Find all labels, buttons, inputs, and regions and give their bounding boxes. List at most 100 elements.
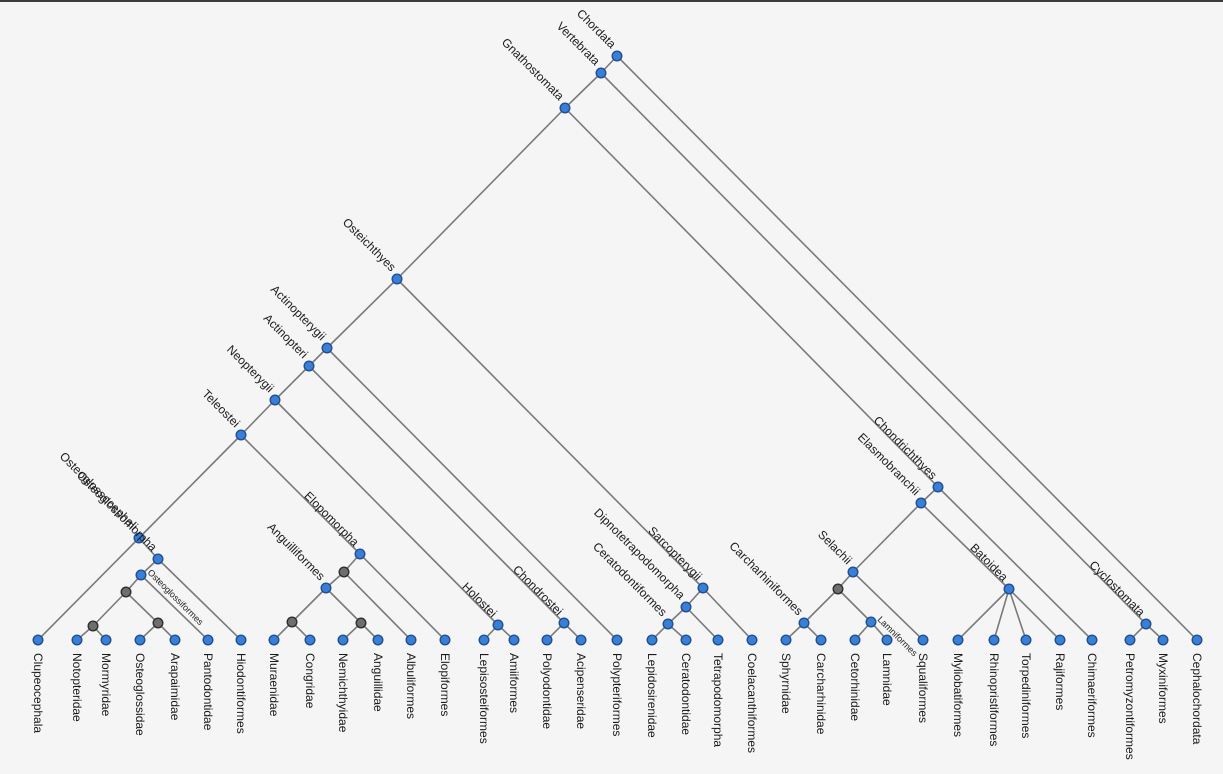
node-petromyzontiformes[interactable] (1124, 634, 1136, 646)
clade-label-osteoglossomorpha: Osteoglossomorpha (74, 468, 160, 554)
edge-anguilliformes-muraenidae_group (291, 587, 327, 623)
node-gnathostomata[interactable] (559, 102, 571, 114)
node-chordata[interactable] (611, 50, 623, 62)
node-elopomorpha_inner[interactable] (338, 566, 350, 578)
node-chondrostei[interactable] (558, 617, 570, 629)
node-mormyridae[interactable] (100, 634, 112, 646)
node-actinopterygii[interactable] (321, 342, 333, 354)
edge-vertebrata-gnathostomata (564, 72, 602, 109)
node-carcharhinidae[interactable] (815, 634, 827, 646)
node-chimaeriformes[interactable] (1086, 634, 1098, 646)
tree-edges (37, 55, 1198, 641)
node-polyodontidae[interactable] (541, 634, 553, 646)
node-ceratodontiformes[interactable] (662, 618, 674, 630)
node-mormyridae_group[interactable] (87, 620, 99, 632)
node-dipnotetrapodomorpha[interactable] (680, 601, 692, 613)
edge-gnathostomata-chondrichthyes (564, 107, 939, 488)
node-anguillidae[interactable] (372, 634, 384, 646)
leaf-label-hiodontiformes: Hiodontiformes (234, 653, 248, 734)
node-elopomorpha[interactable] (354, 548, 366, 560)
edge-batoidea-rajiformes (1008, 588, 1061, 641)
node-osteoglossocephali[interactable] (133, 532, 145, 544)
node-notopteridae[interactable] (71, 634, 83, 646)
edge-actinopteri-chondrostei (308, 365, 565, 624)
node-myliobatiformes[interactable] (952, 634, 964, 646)
edge-chordata-cephalochordata (616, 55, 1198, 641)
node-muraenidae_group[interactable] (286, 616, 298, 628)
clade-label-selachii: Selachii (815, 528, 855, 568)
node-myxiniformes[interactable] (1157, 634, 1169, 646)
leaf-label-pantodontidae: Pantodontidae (201, 653, 215, 731)
edge-osteoglossiformes_inner-osteoglossidae_group (125, 591, 159, 624)
clade-label-batoidea: Batoidea (967, 541, 1011, 585)
node-rajiformes[interactable] (1054, 634, 1066, 646)
node-cyclostomata[interactable] (1140, 618, 1152, 630)
leaf-label-congridae: Congridae (303, 653, 317, 709)
clade-label-lamniformes: Lamniformes (876, 614, 920, 658)
leaf-label-sphyrnidae: Sphyrnidae (779, 653, 793, 714)
node-acipenseridae[interactable] (575, 634, 587, 646)
node-pantodontidae[interactable] (202, 634, 214, 646)
node-tetrapodomorpha[interactable] (712, 634, 724, 646)
node-hiodontiformes[interactable] (235, 634, 247, 646)
node-sphyrnidae[interactable] (780, 634, 792, 646)
node-neopterygii[interactable] (269, 394, 281, 406)
edge-elasmobranchii-selachii (852, 502, 922, 573)
leaf-label-cephalochordata: Cephalochordata (1190, 653, 1204, 745)
node-carcharhiniformes[interactable] (798, 617, 810, 629)
node-holostei[interactable] (492, 619, 504, 631)
node-osteoglossidae[interactable] (134, 634, 146, 646)
node-actinopteri[interactable] (303, 360, 315, 372)
node-osteichthyes[interactable] (391, 273, 403, 285)
node-osteoglossomorpha[interactable] (152, 553, 164, 565)
node-teleostei[interactable] (235, 429, 247, 441)
node-polypteriformes[interactable] (611, 634, 623, 646)
node-sarcopterygii[interactable] (697, 582, 709, 594)
node-lamnidae[interactable] (881, 634, 893, 646)
node-clupeocephala[interactable] (32, 634, 44, 646)
node-albuliformes[interactable] (405, 634, 417, 646)
node-selachii[interactable] (847, 566, 859, 578)
node-batoidea[interactable] (1003, 583, 1015, 595)
node-vertebrata[interactable] (595, 67, 607, 79)
edge-selachii_inner-carcharhiniformes (803, 588, 839, 624)
node-amiiformes[interactable] (508, 634, 520, 646)
node-elasmobranchii[interactable] (915, 497, 927, 509)
node-osteoglossiformes[interactable] (135, 569, 147, 581)
node-cephalochordata[interactable] (1191, 634, 1203, 646)
leaf-label-albuliformes: Albuliformes (404, 653, 418, 719)
leaf-label-acipenseridae: Acipenseridae (574, 653, 588, 729)
node-rhinopristiformes[interactable] (988, 634, 1000, 646)
node-lepidosirenidae[interactable] (646, 634, 658, 646)
edge-sarcopterygii-coelacanthiformes (702, 587, 753, 641)
node-anguilliformes[interactable] (320, 582, 332, 594)
node-cetorhinidae[interactable] (849, 634, 861, 646)
leaf-label-myxiniformes: Myxiniformes (1156, 653, 1170, 724)
node-lamniformes[interactable] (865, 616, 877, 628)
node-nemichthyidae_group[interactable] (355, 617, 367, 629)
node-ceratodontidae[interactable] (680, 634, 692, 646)
node-torpediniformes[interactable] (1020, 634, 1032, 646)
node-selachii_inner[interactable] (832, 583, 844, 595)
node-squaliformes[interactable] (917, 634, 929, 646)
node-nemichthyidae[interactable] (337, 634, 349, 646)
tree-nodes (32, 50, 1203, 646)
leaf-label-mormyridae: Mormyridae (99, 653, 113, 717)
node-lepisosteiformes[interactable] (478, 634, 490, 646)
node-arapaimidae[interactable] (169, 634, 181, 646)
leaf-label-lepidosirenidae: Lepidosirenidae (645, 653, 659, 738)
edge-batoidea-torpediniformes (1008, 588, 1027, 641)
leaf-label-muraenidae: Muraenidae (267, 653, 281, 717)
node-elopiformes[interactable] (439, 634, 451, 646)
leaf-label-squaliformes: Squaliformes (916, 653, 930, 723)
node-coelacanthiformes[interactable] (746, 634, 758, 646)
node-osteoglossiformes_inner[interactable] (120, 586, 132, 598)
edge-elopomorpha-elopiformes (359, 553, 446, 641)
node-muraenidae[interactable] (268, 634, 280, 646)
leaf-label-lepisosteiformes: Lepisosteiformes (477, 653, 491, 744)
node-chondrichthyes[interactable] (932, 481, 944, 493)
node-congridae[interactable] (304, 634, 316, 646)
node-osteoglossidae_group[interactable] (152, 617, 164, 629)
leaf-label-petromyzontiformes: Petromyzontiformes (1123, 653, 1137, 760)
